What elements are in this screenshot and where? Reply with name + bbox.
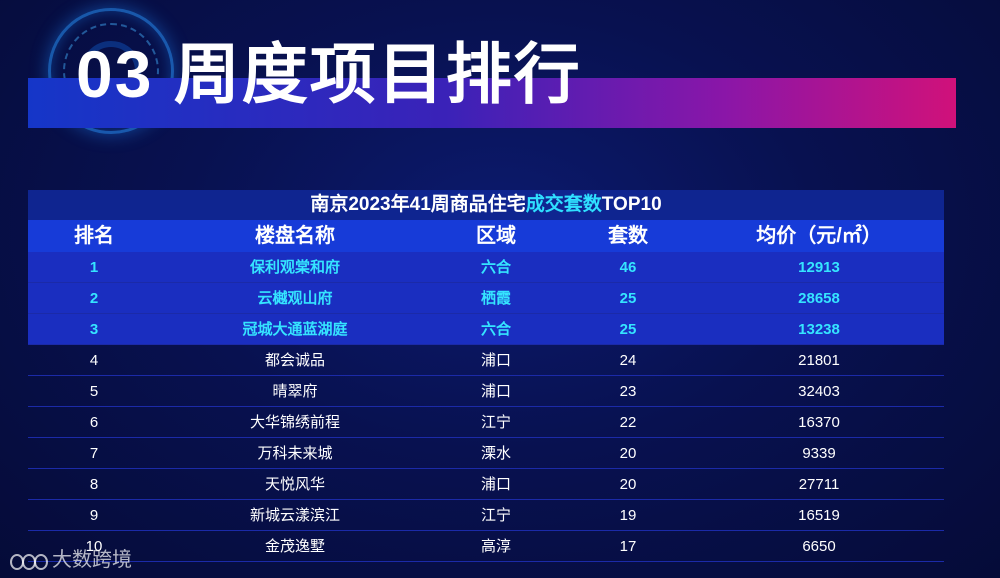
rank-cell: 6	[89, 414, 99, 431]
district-cell: 六合	[480, 259, 511, 276]
caption-highlight: 成交套数	[525, 194, 602, 215]
district-cell: 高淳	[480, 538, 511, 555]
table-row: 3 冠城大通蓝湖庭 六合 25 13238	[28, 314, 944, 345]
price-cell: 16370	[798, 414, 840, 431]
project-cell: 万科未来城	[257, 445, 333, 462]
project-cell: 保利观棠和府	[249, 259, 340, 276]
price-cell: 12913	[798, 259, 840, 276]
ranking-table: 南京2023年41周商品住宅成交套数TOP10 排名 楼盘名称 区域 套数 均价…	[28, 190, 944, 562]
district-cell: 浦口	[480, 476, 511, 493]
table-row: 10 金茂逸墅 高淳 17 6650	[28, 531, 944, 562]
units-cell: 25	[619, 321, 637, 338]
table-header-row: 排名 楼盘名称 区域 套数 均价（元/㎡）	[28, 220, 944, 252]
district-cell: 浦口	[480, 352, 511, 369]
rank-cell: 10	[85, 538, 103, 555]
project-cell: 新城云漾滨江	[249, 507, 340, 524]
units-cell: 24	[619, 352, 637, 369]
price-cell: 32403	[798, 383, 840, 400]
table-caption: 南京2023年41周商品住宅成交套数TOP10	[28, 190, 944, 220]
table-row: 4 都会诚品 浦口 24 21801	[28, 345, 944, 376]
price-cell: 21801	[798, 352, 840, 369]
units-cell: 20	[619, 445, 637, 462]
units-cell: 23	[619, 383, 637, 400]
project-cell: 大华锦绣前程	[249, 414, 340, 431]
column-header-project: 楼盘名称	[255, 225, 335, 247]
district-cell: 浦口	[480, 383, 511, 400]
rank-cell: 1	[89, 259, 99, 276]
table-row: 5 晴翠府 浦口 23 32403	[28, 376, 944, 407]
rank-cell: 8	[89, 476, 99, 493]
price-cell: 28658	[798, 290, 840, 307]
table-row: 8 天悦风华 浦口 20 27711	[28, 469, 944, 500]
price-cell: 6650	[802, 538, 836, 555]
units-cell: 46	[619, 259, 637, 276]
price-cell: 27711	[798, 476, 840, 493]
title-band	[28, 78, 956, 128]
project-cell: 晴翠府	[272, 383, 318, 400]
price-cell: 16519	[798, 507, 840, 524]
price-cell: 9339	[802, 445, 836, 462]
table-row: 1 保利观棠和府 六合 46 12913	[28, 252, 944, 283]
price-cell: 13238	[798, 321, 840, 338]
rank-cell: 2	[89, 290, 99, 307]
units-cell: 17	[619, 538, 637, 555]
district-cell: 栖霞	[480, 290, 511, 307]
district-cell: 溧水	[480, 445, 511, 462]
rank-cell: 5	[89, 383, 99, 400]
column-header-price: 均价（元/㎡）	[756, 225, 882, 247]
table-row: 2 云樾观山府 栖霞 25 28658	[28, 283, 944, 314]
district-cell: 六合	[480, 321, 511, 338]
watermark-logo-icon	[10, 550, 48, 570]
project-cell: 天悦风华	[264, 476, 325, 493]
watermark: 大数跨境	[10, 546, 132, 574]
watermark-text: 大数跨境	[52, 549, 132, 571]
caption-main: 南京2023年41周商品住宅	[310, 194, 526, 215]
page-title: 03 周度项目排行	[76, 37, 582, 111]
units-cell: 22	[619, 414, 637, 431]
project-cell: 云樾观山府	[257, 290, 333, 307]
project-cell: 金茂逸墅	[264, 538, 325, 555]
column-header-district: 区域	[476, 225, 516, 247]
district-cell: 江宁	[480, 414, 511, 431]
project-cell: 冠城大通蓝湖庭	[242, 321, 348, 338]
units-cell: 19	[619, 507, 637, 524]
units-cell: 25	[619, 290, 637, 307]
column-header-rank: 排名	[74, 225, 114, 247]
units-cell: 20	[619, 476, 637, 493]
district-cell: 江宁	[480, 507, 511, 524]
rank-cell: 9	[89, 507, 99, 524]
project-cell: 都会诚品	[264, 352, 325, 369]
caption-suffix: TOP10	[601, 194, 662, 215]
column-header-units: 套数	[608, 225, 648, 247]
rank-cell: 3	[89, 321, 99, 338]
table-row: 9 新城云漾滨江 江宁 19 16519	[28, 500, 944, 531]
rank-cell: 7	[89, 445, 99, 462]
table-row: 7 万科未来城 溧水 20 9339	[28, 438, 944, 469]
rank-cell: 4	[89, 352, 99, 369]
table-row: 6 大华锦绣前程 江宁 22 16370	[28, 407, 944, 438]
